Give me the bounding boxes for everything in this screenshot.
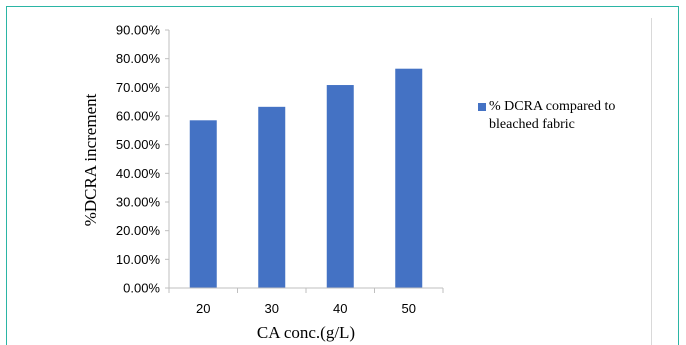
legend-label: % DCRA compared to bleached fabric xyxy=(489,99,616,132)
x-tick-label: 40 xyxy=(333,301,347,316)
bar xyxy=(395,68,423,288)
panel-divider xyxy=(651,18,652,345)
x-tick-label: 30 xyxy=(265,301,279,316)
y-axis-title: %DCRA increment xyxy=(81,93,100,226)
x-tick-label: 20 xyxy=(196,301,210,316)
legend-swatch xyxy=(478,103,486,111)
y-tick-label: 0.00% xyxy=(123,281,160,296)
x-axis-ticks: 20 30 40 50 xyxy=(168,288,444,316)
y-tick-label: 80.00% xyxy=(116,51,161,66)
x-tick-label: 50 xyxy=(402,301,416,316)
figure-frame xyxy=(6,6,679,345)
y-tick-label: 30.00% xyxy=(116,195,161,210)
y-tick-label: 40.00% xyxy=(116,166,161,181)
x-axis-title: CA conc.(g/L) xyxy=(257,323,355,342)
y-tick-label: 60.00% xyxy=(116,109,161,124)
bar xyxy=(326,85,354,288)
y-axis-ticks: 0.00% 10.00% 20.00% 30.00% 40.00% 50.00% 60.00… xyxy=(116,23,169,296)
legend: % DCRA compared to bleached fabric xyxy=(478,98,648,134)
y-tick-label: 70.00% xyxy=(116,80,161,95)
y-tick-label: 10.00% xyxy=(116,252,161,267)
bar xyxy=(258,106,286,289)
bars xyxy=(189,68,423,289)
y-tick-label: 90.00% xyxy=(116,23,161,38)
y-tick-label: 50.00% xyxy=(116,137,161,152)
bar xyxy=(189,120,217,288)
y-tick-label: 20.00% xyxy=(116,223,161,238)
